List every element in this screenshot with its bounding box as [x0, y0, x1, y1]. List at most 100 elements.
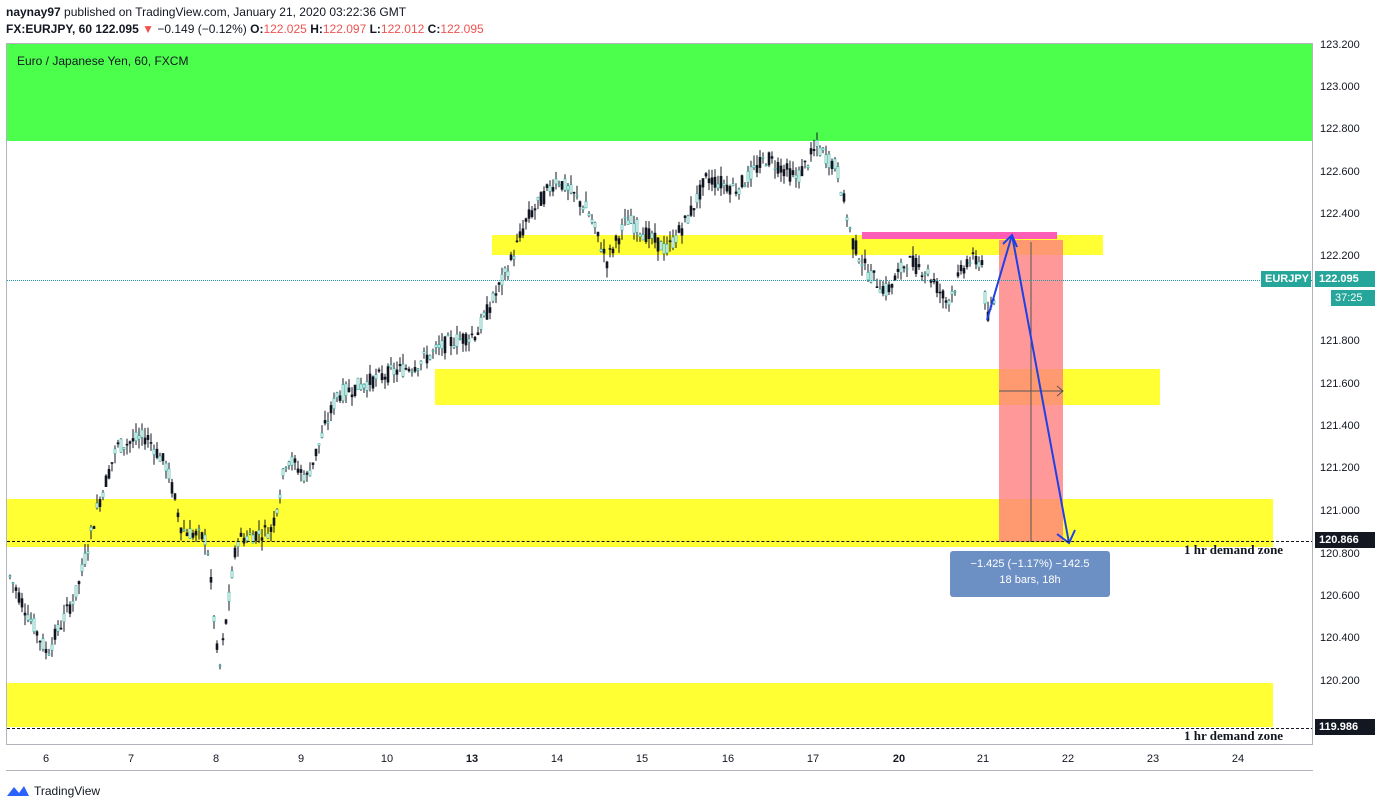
candle-body: [50, 643, 54, 651]
time-axis[interactable]: 6 7 8 9 10 13 14 15 16 17 20 21 22 23 24: [6, 745, 1313, 771]
candle-body: [11, 582, 15, 585]
candle-body: [371, 376, 375, 389]
candle-body: [833, 158, 837, 170]
candle-body: [89, 526, 93, 531]
candle-body: [350, 394, 354, 398]
short-position-stop[interactable]: [862, 232, 1057, 239]
chart-pane[interactable]: Euro / Japanese Yen, 60, FXCM: [6, 43, 1313, 745]
candle-body: [698, 184, 702, 200]
candle-body: [242, 537, 246, 544]
author-name[interactable]: naynay97: [6, 5, 61, 19]
candle-body: [551, 187, 555, 192]
candle-body: [119, 438, 123, 453]
candle-body: [20, 598, 24, 608]
candle-body: [275, 509, 279, 514]
candle-body: [110, 462, 114, 464]
candlestick-series: [8, 132, 996, 670]
level-line-b: [7, 728, 1312, 729]
price-tick: 121.000: [1320, 505, 1360, 517]
candle-body: [548, 185, 552, 192]
candle-body: [899, 262, 903, 273]
low-value: 122.012: [380, 22, 425, 36]
candle-body: [962, 268, 966, 274]
time-tick: 9: [297, 753, 305, 765]
publish-info: naynay97 published on TradingView.com, J…: [6, 5, 406, 19]
candle-body: [446, 334, 450, 337]
symbol-tag: EURJPY: [1261, 271, 1311, 287]
candle-body: [56, 624, 60, 632]
candle-body: [941, 290, 945, 299]
time-tick: 20: [892, 753, 906, 765]
candle-body: [686, 215, 690, 224]
candle-body: [836, 166, 840, 179]
down-arrow-icon: ▼: [142, 22, 155, 36]
candle-body: [263, 525, 267, 528]
demand-zone-lower[interactable]: [7, 683, 1273, 727]
candle-body: [302, 474, 306, 482]
candle-body: [536, 196, 540, 201]
candle-body: [47, 653, 51, 656]
candle-body: [668, 240, 672, 243]
candle-body: [107, 469, 111, 479]
candle-body: [491, 292, 495, 302]
candle-body: [656, 237, 660, 252]
candle-body: [611, 248, 615, 254]
price-tick: 122.200: [1320, 250, 1360, 262]
candle-body: [386, 366, 390, 383]
price-axis[interactable]: 123.200 123.000 122.800 122.600 122.400 …: [1313, 39, 1380, 745]
candle-body: [356, 377, 360, 391]
candle-body: [980, 260, 984, 265]
candle-body: [644, 227, 648, 242]
arrow-head-bottom-icon: [1056, 529, 1076, 545]
candle-body: [869, 270, 873, 283]
candle-body: [437, 344, 441, 348]
candle-body: [113, 448, 117, 454]
time-tick: 17: [806, 753, 820, 765]
candle-body: [866, 272, 870, 281]
price-tick: 121.800: [1320, 335, 1360, 347]
candle-body: [971, 252, 975, 254]
candle-body: [851, 238, 855, 250]
candle-body: [827, 153, 831, 168]
candle-body: [203, 534, 207, 546]
candle-body: [812, 149, 816, 151]
projection-arrow: [986, 234, 1070, 544]
candle-body: [965, 259, 969, 268]
candle-body: [797, 169, 801, 183]
candle-body: [239, 532, 243, 537]
candle-body: [728, 186, 732, 195]
candle-body: [329, 405, 333, 414]
price-tick: 121.600: [1320, 378, 1360, 390]
candle-body: [926, 268, 930, 275]
candle-body: [461, 333, 465, 344]
candle-body: [647, 228, 651, 240]
price-tick: 120.800: [1320, 548, 1360, 560]
candle-body: [815, 139, 819, 147]
candle-body: [68, 604, 72, 614]
price-tick: 121.400: [1320, 420, 1360, 432]
candle-body: [86, 551, 90, 554]
current-price-line: [7, 280, 1312, 281]
candle-body: [296, 468, 300, 473]
candle-body: [602, 248, 606, 254]
candle-body: [257, 529, 261, 535]
candle-body: [539, 192, 543, 206]
candle-body: [218, 664, 222, 667]
candle-body: [269, 527, 273, 532]
candle-body: [314, 448, 318, 457]
candle-body: [854, 240, 858, 255]
candle-body: [587, 213, 591, 217]
tradingview-branding[interactable]: TradingView: [6, 784, 100, 798]
candle-body: [878, 288, 882, 293]
close-value: 122.095: [440, 22, 484, 36]
candle-body: [953, 290, 957, 293]
candle-body: [542, 190, 546, 205]
candle-body: [974, 256, 978, 265]
supply-zone[interactable]: [7, 44, 1312, 141]
published-text: published on TradingView.com, January 21…: [64, 5, 407, 19]
candle-body: [131, 438, 135, 442]
demand-zone-label-lower: 1 hr demand zone: [1184, 728, 1284, 743]
symbol-info-bar: FX:EURJPY, 60 122.095 ▼ −0.149 (−0.12%) …: [6, 22, 484, 36]
candle-body: [77, 581, 81, 585]
candle-body: [206, 552, 210, 555]
